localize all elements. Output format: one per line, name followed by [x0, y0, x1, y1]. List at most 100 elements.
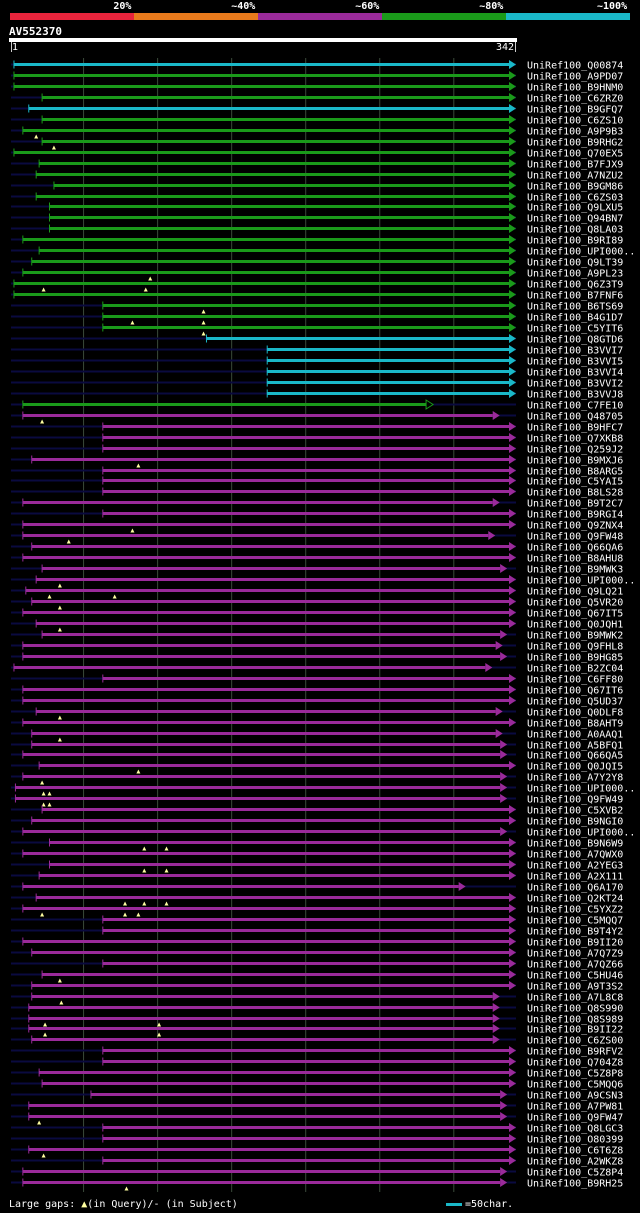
- hit-row[interactable]: UniRef100_UPI000..: [11, 827, 635, 839]
- hit-row[interactable]: UniRef100_C5YAI5: [11, 476, 623, 488]
- hit-label[interactable]: UniRef100_C5YIT6: [527, 324, 623, 335]
- hit-row[interactable]: UniRef100_A2WKZ8: [11, 1156, 623, 1168]
- hit-row[interactable]: UniRef100_B3VVJ8: [11, 389, 623, 401]
- hit-row[interactable]: UniRef100_C6FF80: [11, 674, 623, 686]
- hit-label[interactable]: UniRef100_Q70EX5: [527, 149, 623, 160]
- hit-label[interactable]: UniRef100_A7L8C8: [527, 993, 623, 1004]
- hit-label[interactable]: UniRef100_B9II20: [527, 938, 623, 949]
- hit-label[interactable]: UniRef100_B9RI89: [527, 236, 623, 247]
- hit-label[interactable]: UniRef100_Q6Z3T9: [527, 280, 623, 291]
- hit-row[interactable]: UniRef100_B9RGI4: [11, 509, 623, 521]
- hit-row[interactable]: UniRef100_C6T6Z8: [11, 1145, 623, 1158]
- hit-row[interactable]: UniRef100_B8AHU8: [11, 553, 623, 565]
- hit-label[interactable]: UniRef100_B9T4Y2: [527, 927, 623, 938]
- hit-row[interactable]: UniRef100_B9RH25: [11, 1178, 623, 1191]
- hit-row[interactable]: UniRef100_B8LS28: [11, 487, 623, 499]
- hit-label[interactable]: UniRef100_Q94BN7: [527, 214, 623, 225]
- hit-row[interactable]: UniRef100_A7Y2Y8: [11, 772, 623, 785]
- hit-row[interactable]: UniRef100_Q8GTD6: [11, 334, 623, 346]
- hit-label[interactable]: UniRef100_C7FE10: [527, 401, 623, 412]
- hit-row[interactable]: UniRef100_C6ZRZ0: [11, 93, 623, 105]
- hit-row[interactable]: UniRef100_Q48705: [11, 411, 623, 424]
- hit-row[interactable]: UniRef100_Q9LQ21: [11, 586, 623, 599]
- hit-label[interactable]: UniRef100_B9HG85: [527, 653, 623, 664]
- hit-label[interactable]: UniRef100_Q9LT39: [527, 258, 623, 269]
- hit-row[interactable]: UniRef100_A7QZ66: [11, 959, 623, 971]
- hit-label[interactable]: UniRef100_B2ZC04: [527, 664, 623, 675]
- hit-label[interactable]: UniRef100_C5Z8P8: [527, 1069, 623, 1080]
- hit-row[interactable]: UniRef100_A7NZU2: [11, 170, 623, 182]
- hit-row[interactable]: UniRef100_Q7XKB8: [11, 433, 623, 445]
- hit-row[interactable]: UniRef100_UPI000..: [11, 783, 635, 796]
- hit-label[interactable]: UniRef100_B9MWK3: [527, 565, 623, 576]
- hit-row[interactable]: UniRef100_Q0JQI5: [11, 761, 623, 774]
- hit-label[interactable]: UniRef100_A9CSN3: [527, 1091, 623, 1102]
- hit-label[interactable]: UniRef100_Q6A170: [527, 883, 623, 894]
- hit-row[interactable]: UniRef100_Q259J2: [11, 444, 623, 456]
- hit-row[interactable]: UniRef100_Q70EX5: [11, 148, 623, 160]
- hit-row[interactable]: UniRef100_A0AAQ1: [11, 729, 623, 742]
- hit-label[interactable]: UniRef100_B3VVI2: [527, 379, 623, 390]
- hit-label[interactable]: UniRef100_Q9FW47: [527, 1113, 623, 1124]
- hit-label[interactable]: UniRef100_C5Z8P4: [527, 1168, 623, 1179]
- hit-label[interactable]: UniRef100_Q9LQ21: [527, 587, 623, 598]
- hit-row[interactable]: UniRef100_B9GFQ7: [11, 104, 623, 116]
- hit-row[interactable]: UniRef100_B9T4Y2: [11, 926, 623, 938]
- hit-row[interactable]: UniRef100_Q9FW47: [11, 1112, 623, 1125]
- hit-label[interactable]: UniRef100_B9N6W9: [527, 839, 623, 850]
- hit-label[interactable]: UniRef100_C5YAI5: [527, 477, 623, 488]
- hit-row[interactable]: UniRef100_C5XVB2: [11, 805, 623, 817]
- hit-row[interactable]: UniRef100_Q9LT39: [11, 257, 623, 269]
- hit-row[interactable]: UniRef100_A9T3S2: [11, 981, 623, 993]
- hit-row[interactable]: UniRef100_Q9FW48: [11, 531, 623, 544]
- hit-label[interactable]: UniRef100_C5MQQ6: [527, 1080, 623, 1091]
- hit-row[interactable]: UniRef100_B9MWK3: [11, 564, 623, 576]
- hit-row[interactable]: UniRef100_Q67IT5: [11, 608, 623, 620]
- hit-row[interactable]: UniRef100_C5HU46: [11, 970, 623, 983]
- hit-row[interactable]: UniRef100_A9P9B3: [11, 126, 623, 139]
- hit-label[interactable]: UniRef100_B9HNM0: [527, 83, 623, 94]
- hit-label[interactable]: UniRef100_B9T2C7: [527, 499, 623, 510]
- hit-row[interactable]: UniRef100_C5YIT6: [11, 323, 623, 336]
- hit-row[interactable]: UniRef100_B9GM86: [11, 181, 623, 193]
- hit-label[interactable]: UniRef100_O80399: [527, 1135, 623, 1146]
- hit-row[interactable]: UniRef100_A2X111: [11, 871, 623, 883]
- hit-label[interactable]: UniRef100_Q9LXU5: [527, 203, 623, 214]
- hit-label[interactable]: UniRef100_B8ARG5: [527, 467, 623, 478]
- hit-row[interactable]: UniRef100_C6ZS10: [11, 115, 623, 127]
- hit-row[interactable]: UniRef100_C5MQQ6: [11, 1079, 623, 1091]
- hit-label[interactable]: UniRef100_A7Y2Y8: [527, 773, 623, 784]
- hit-label[interactable]: UniRef100_B6TS69: [527, 302, 623, 313]
- hit-label[interactable]: UniRef100_C6T6Z8: [527, 1146, 623, 1157]
- hit-row[interactable]: UniRef100_Q2KT24: [11, 893, 623, 906]
- hit-label[interactable]: UniRef100_B4G1D7: [527, 313, 623, 324]
- hit-row[interactable]: UniRef100_B9MXJ6: [11, 455, 623, 468]
- hit-label[interactable]: UniRef100_Q7XKB8: [527, 434, 623, 445]
- hit-label[interactable]: UniRef100_A5BFQ1: [527, 741, 623, 752]
- hit-label[interactable]: UniRef100_A7NZU2: [527, 171, 623, 182]
- hit-label[interactable]: UniRef100_A2WKZ8: [527, 1157, 623, 1168]
- hit-label[interactable]: UniRef100_C5MQQ7: [527, 916, 623, 927]
- hit-label[interactable]: UniRef100_UPI000..: [527, 828, 635, 839]
- hit-row[interactable]: UniRef100_A9PD07: [11, 71, 623, 83]
- hit-label[interactable]: UniRef100_Q8LGC3: [527, 1124, 623, 1135]
- hit-label[interactable]: UniRef100_Q66QA5: [527, 751, 623, 762]
- hit-label[interactable]: UniRef100_Q0JQH1: [527, 620, 623, 631]
- hit-label[interactable]: UniRef100_C5HU46: [527, 971, 623, 982]
- hit-label[interactable]: UniRef100_A2YEG3: [527, 861, 623, 872]
- hit-label[interactable]: UniRef100_UPI000..: [527, 576, 635, 587]
- hit-row[interactable]: UniRef100_B9MWK2: [11, 630, 623, 642]
- hit-row[interactable]: UniRef100_B3VVI5: [11, 356, 623, 368]
- hit-row[interactable]: UniRef100_Q704Z8: [11, 1057, 623, 1069]
- hit-row[interactable]: UniRef100_B9II20: [11, 937, 623, 949]
- hit-label[interactable]: UniRef100_B9II22: [527, 1025, 623, 1036]
- hit-row[interactable]: UniRef100_A2YEG3: [11, 860, 623, 873]
- hit-label[interactable]: UniRef100_B7FNF6: [527, 291, 623, 302]
- hit-row[interactable]: UniRef100_Q5VR20: [11, 597, 623, 610]
- hit-row[interactable]: UniRef100_B9HFC7: [11, 422, 623, 434]
- hit-label[interactable]: UniRef100_Q9FW48: [527, 532, 623, 543]
- hit-row[interactable]: UniRef100_B9HG85: [11, 652, 623, 664]
- hit-row[interactable]: UniRef100_Q8S989: [11, 1014, 623, 1027]
- hit-row[interactable]: UniRef100_Q5UD37: [11, 696, 623, 708]
- hit-label[interactable]: UniRef100_B8AHU8: [527, 554, 623, 565]
